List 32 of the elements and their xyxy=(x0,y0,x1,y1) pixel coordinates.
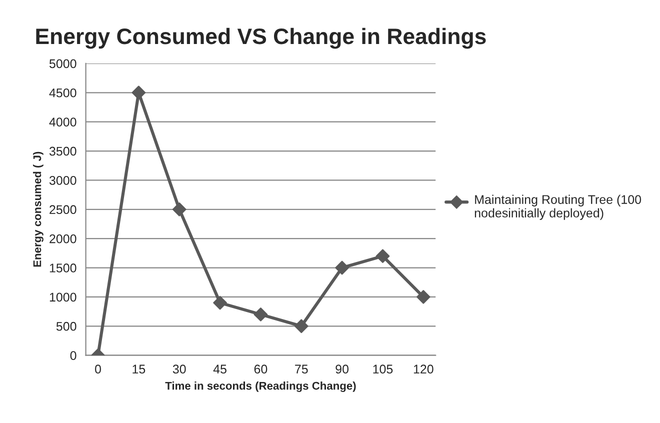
y-tick-label: 5000 xyxy=(49,59,76,68)
y-tick-label: 4500 xyxy=(49,88,76,98)
point xyxy=(132,86,146,100)
y-tick-label: 4000 xyxy=(49,118,76,126)
point xyxy=(335,260,349,275)
y-tick-label: 1500 xyxy=(50,264,76,272)
point xyxy=(376,249,390,263)
y-tick-label: 3000 xyxy=(49,176,76,185)
x-tick-label: 90 xyxy=(336,364,349,374)
x-tick-label: 30 xyxy=(172,364,186,374)
y-tick-label: 0 xyxy=(70,351,76,360)
x-tick-label: 60 xyxy=(254,364,268,374)
x-tick-label: 105 xyxy=(373,364,393,374)
x-tick-label: 45 xyxy=(213,364,226,374)
x-tick-label: 0 xyxy=(95,364,101,374)
x-tick-label: 120 xyxy=(414,364,434,374)
point xyxy=(213,296,227,310)
y-tick-label: 500 xyxy=(56,322,76,331)
chart-title: Energy Consumed VS Change in Readings xyxy=(36,28,486,49)
y-tick-label: 3500 xyxy=(49,146,76,156)
x-tick-label: 15 xyxy=(132,364,146,374)
y-tick-label: 2500 xyxy=(50,205,76,214)
point xyxy=(416,290,430,304)
point xyxy=(294,319,308,334)
y-tick-label: 2000 xyxy=(50,234,76,244)
legend-label: Maintaining Routing Tree (100 nodesinitially deployed) xyxy=(474,194,642,220)
y-tick-label: 1000 xyxy=(50,292,76,302)
x-tick-label: 75 xyxy=(295,364,308,374)
y-axis-title: Energy consumed ( J) xyxy=(33,152,44,267)
point xyxy=(254,308,268,322)
x-axis-title: Time in seconds (Readings Change) xyxy=(165,382,356,392)
point xyxy=(172,202,186,216)
